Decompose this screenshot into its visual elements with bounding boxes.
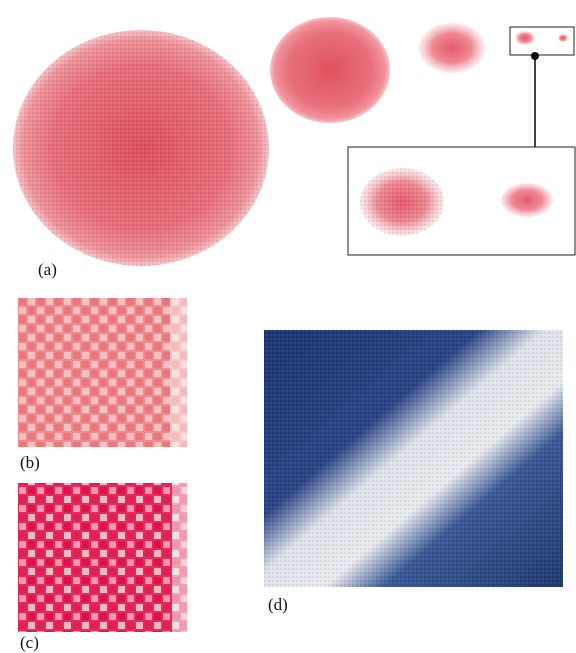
fabric-edge — [170, 298, 187, 447]
panel-b: (b) — [18, 298, 187, 472]
texture — [360, 168, 444, 236]
panel-a: (a) — [13, 17, 576, 279]
zoomed-spot — [501, 183, 553, 217]
small-dye-spot — [419, 23, 485, 73]
texture — [264, 330, 563, 587]
tiny-dye-spot — [558, 34, 568, 42]
panel-label: (c) — [20, 633, 39, 652]
fabric-photo — [18, 298, 187, 447]
panel-label: (a) — [38, 260, 57, 279]
zoom-source-box — [509, 26, 575, 56]
fabric-edge — [172, 483, 187, 632]
medium-dye-spot — [270, 17, 390, 123]
panel-label: (b) — [20, 453, 40, 472]
fabric-photo — [18, 483, 187, 632]
texture — [13, 30, 269, 266]
panel-c: (c) — [18, 483, 187, 652]
panel-d: (d) — [264, 330, 563, 614]
panel-label: (d) — [268, 595, 288, 614]
tiny-dye-spot — [515, 31, 535, 45]
